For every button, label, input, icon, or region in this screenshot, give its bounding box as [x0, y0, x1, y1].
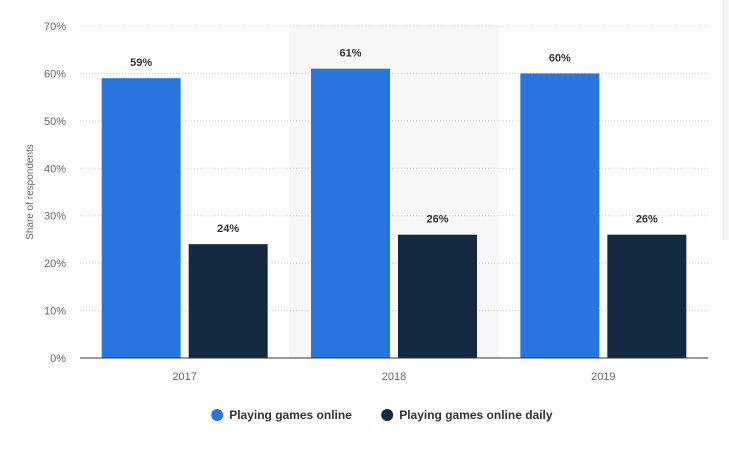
side-panel-edge [723, 0, 729, 240]
bar [188, 244, 268, 358]
y-tick-label: 30% [44, 211, 66, 223]
y-tick-label: 60% [44, 68, 66, 80]
y-tick-label: 70% [44, 21, 66, 33]
x-tick-label: 2019 [591, 371, 615, 383]
data-label: 26% [636, 214, 658, 226]
y-tick-label: 20% [44, 258, 66, 270]
data-label: 61% [339, 48, 361, 60]
x-tick-label: 2017 [172, 371, 196, 383]
y-tick-label: 40% [44, 163, 66, 175]
bar [311, 68, 390, 358]
data-label: 59% [130, 57, 152, 69]
y-tick-label: 50% [44, 116, 66, 128]
legend-marker [211, 409, 224, 421]
data-label: 24% [217, 223, 239, 235]
bar [398, 234, 477, 358]
legend-marker [381, 409, 394, 421]
data-label: 26% [426, 214, 448, 226]
y-tick-label: 10% [44, 306, 66, 318]
bar [520, 73, 600, 358]
bar [101, 78, 181, 359]
data-label: 60% [549, 52, 571, 64]
legend-label: Playing games online [229, 408, 352, 422]
bar [607, 234, 687, 358]
y-axis-label: Share of respondents [25, 144, 36, 240]
y-tick-label: 0% [50, 353, 66, 365]
legend-label: Playing games online daily [399, 408, 553, 422]
x-tick-label: 2018 [382, 371, 406, 383]
